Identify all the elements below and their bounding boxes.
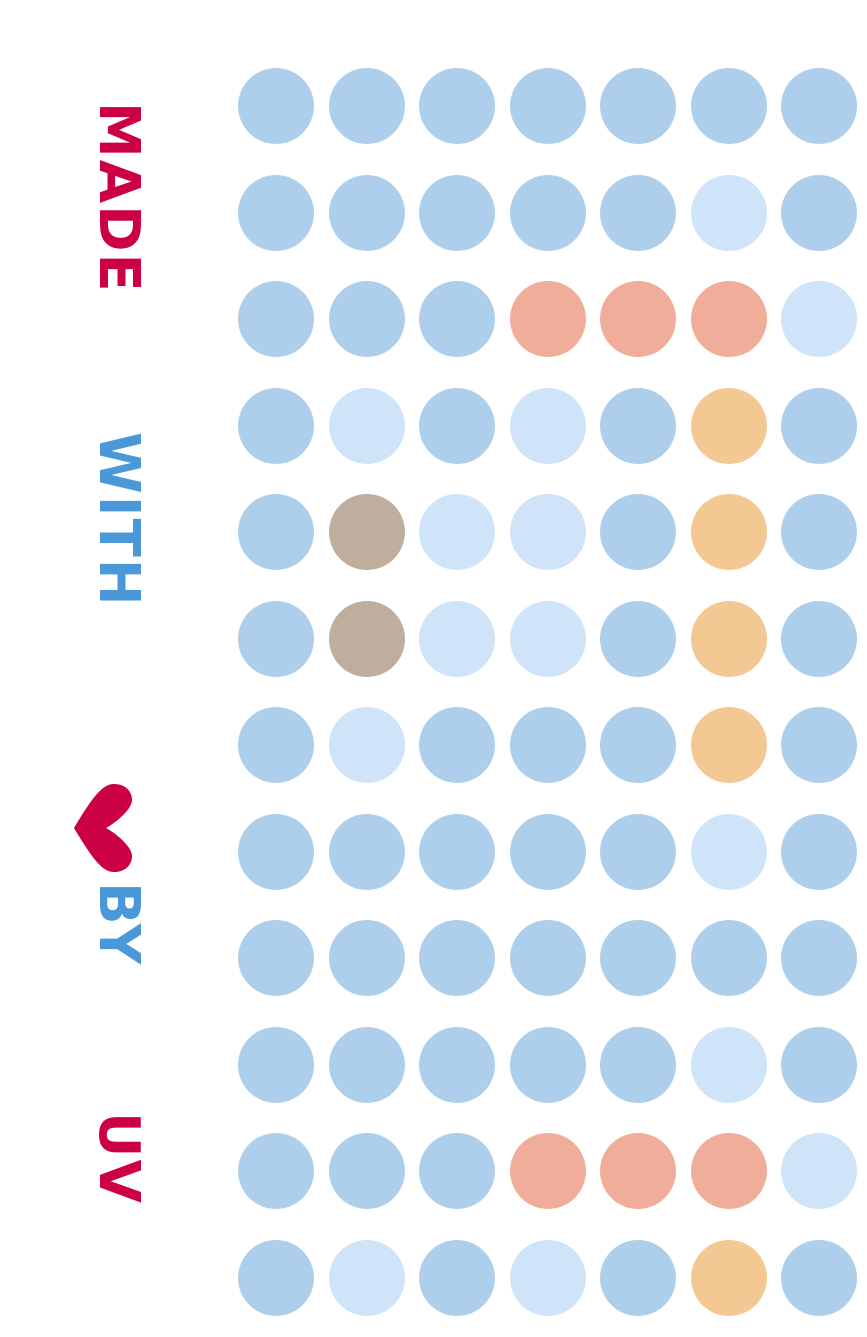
tagline-by: BY <box>86 882 151 966</box>
dot <box>419 68 495 144</box>
dot <box>600 281 676 357</box>
dot <box>328 174 405 251</box>
dot <box>781 387 857 464</box>
vertical-tagline: MADE WITH BY UV <box>72 102 168 1258</box>
dot <box>328 1239 405 1316</box>
dot <box>781 494 857 570</box>
dot <box>690 281 767 357</box>
dot <box>690 813 767 890</box>
dot <box>509 281 586 357</box>
dot <box>600 1026 676 1103</box>
dot <box>419 1026 495 1103</box>
dot <box>238 600 314 677</box>
dot <box>509 1026 586 1103</box>
dot <box>419 174 495 251</box>
dot <box>509 68 586 144</box>
dot <box>419 281 495 357</box>
tagline-with: WITH <box>86 432 151 608</box>
dot <box>419 387 495 464</box>
dot <box>781 174 857 251</box>
dot <box>238 813 314 890</box>
dot <box>600 68 676 144</box>
dot <box>781 1239 857 1316</box>
dot <box>781 68 857 144</box>
dot <box>690 920 767 996</box>
dot <box>238 1026 314 1103</box>
dot <box>690 387 767 464</box>
dot <box>781 920 857 996</box>
dot <box>600 600 676 677</box>
dot <box>781 281 857 357</box>
dot <box>238 920 314 996</box>
dot <box>781 813 857 890</box>
dot <box>690 1133 767 1209</box>
dot <box>509 494 586 570</box>
dot <box>600 813 676 890</box>
dot <box>419 1133 495 1209</box>
dot <box>419 1239 495 1316</box>
dot <box>509 813 586 890</box>
dot <box>600 920 676 996</box>
dot <box>690 174 767 251</box>
dot <box>419 813 495 890</box>
dot <box>781 1133 857 1209</box>
dot <box>781 707 857 783</box>
dot <box>328 281 405 357</box>
dot <box>509 1239 586 1316</box>
dot <box>328 813 405 890</box>
dot <box>509 387 586 464</box>
dot <box>600 1239 676 1316</box>
dot <box>781 600 857 677</box>
dot <box>690 1026 767 1103</box>
dot <box>600 494 676 570</box>
dot <box>328 387 405 464</box>
dot <box>600 1133 676 1209</box>
dot <box>600 387 676 464</box>
dot <box>238 174 314 251</box>
dot <box>509 920 586 996</box>
dot <box>328 68 405 144</box>
dot <box>690 494 767 570</box>
dot <box>690 707 767 783</box>
dot <box>509 174 586 251</box>
tagline-made: MADE <box>86 102 151 294</box>
dot <box>328 600 405 677</box>
dot <box>238 707 314 783</box>
dot <box>509 600 586 677</box>
dot-grid <box>238 68 858 1318</box>
dot <box>328 494 405 570</box>
dot <box>690 68 767 144</box>
dot <box>238 387 314 464</box>
dot <box>328 1026 405 1103</box>
tagline-graphic: MADE WITH BY UV <box>74 102 151 1205</box>
dot <box>238 494 314 570</box>
dot <box>690 1239 767 1316</box>
dot <box>419 707 495 783</box>
dot <box>419 600 495 677</box>
dot <box>509 707 586 783</box>
dot <box>328 707 405 783</box>
dot <box>238 68 314 144</box>
dot <box>238 1133 314 1209</box>
dot <box>419 920 495 996</box>
dot <box>328 920 405 996</box>
dot <box>328 1133 405 1209</box>
dot <box>419 494 495 570</box>
dot <box>509 1133 586 1209</box>
dot <box>238 281 314 357</box>
dot <box>600 707 676 783</box>
dot <box>238 1239 314 1316</box>
dot <box>690 600 767 677</box>
dot <box>781 1026 857 1103</box>
tagline-uv: UV <box>86 1112 151 1205</box>
dot <box>600 174 676 251</box>
heart-icon <box>74 784 132 872</box>
